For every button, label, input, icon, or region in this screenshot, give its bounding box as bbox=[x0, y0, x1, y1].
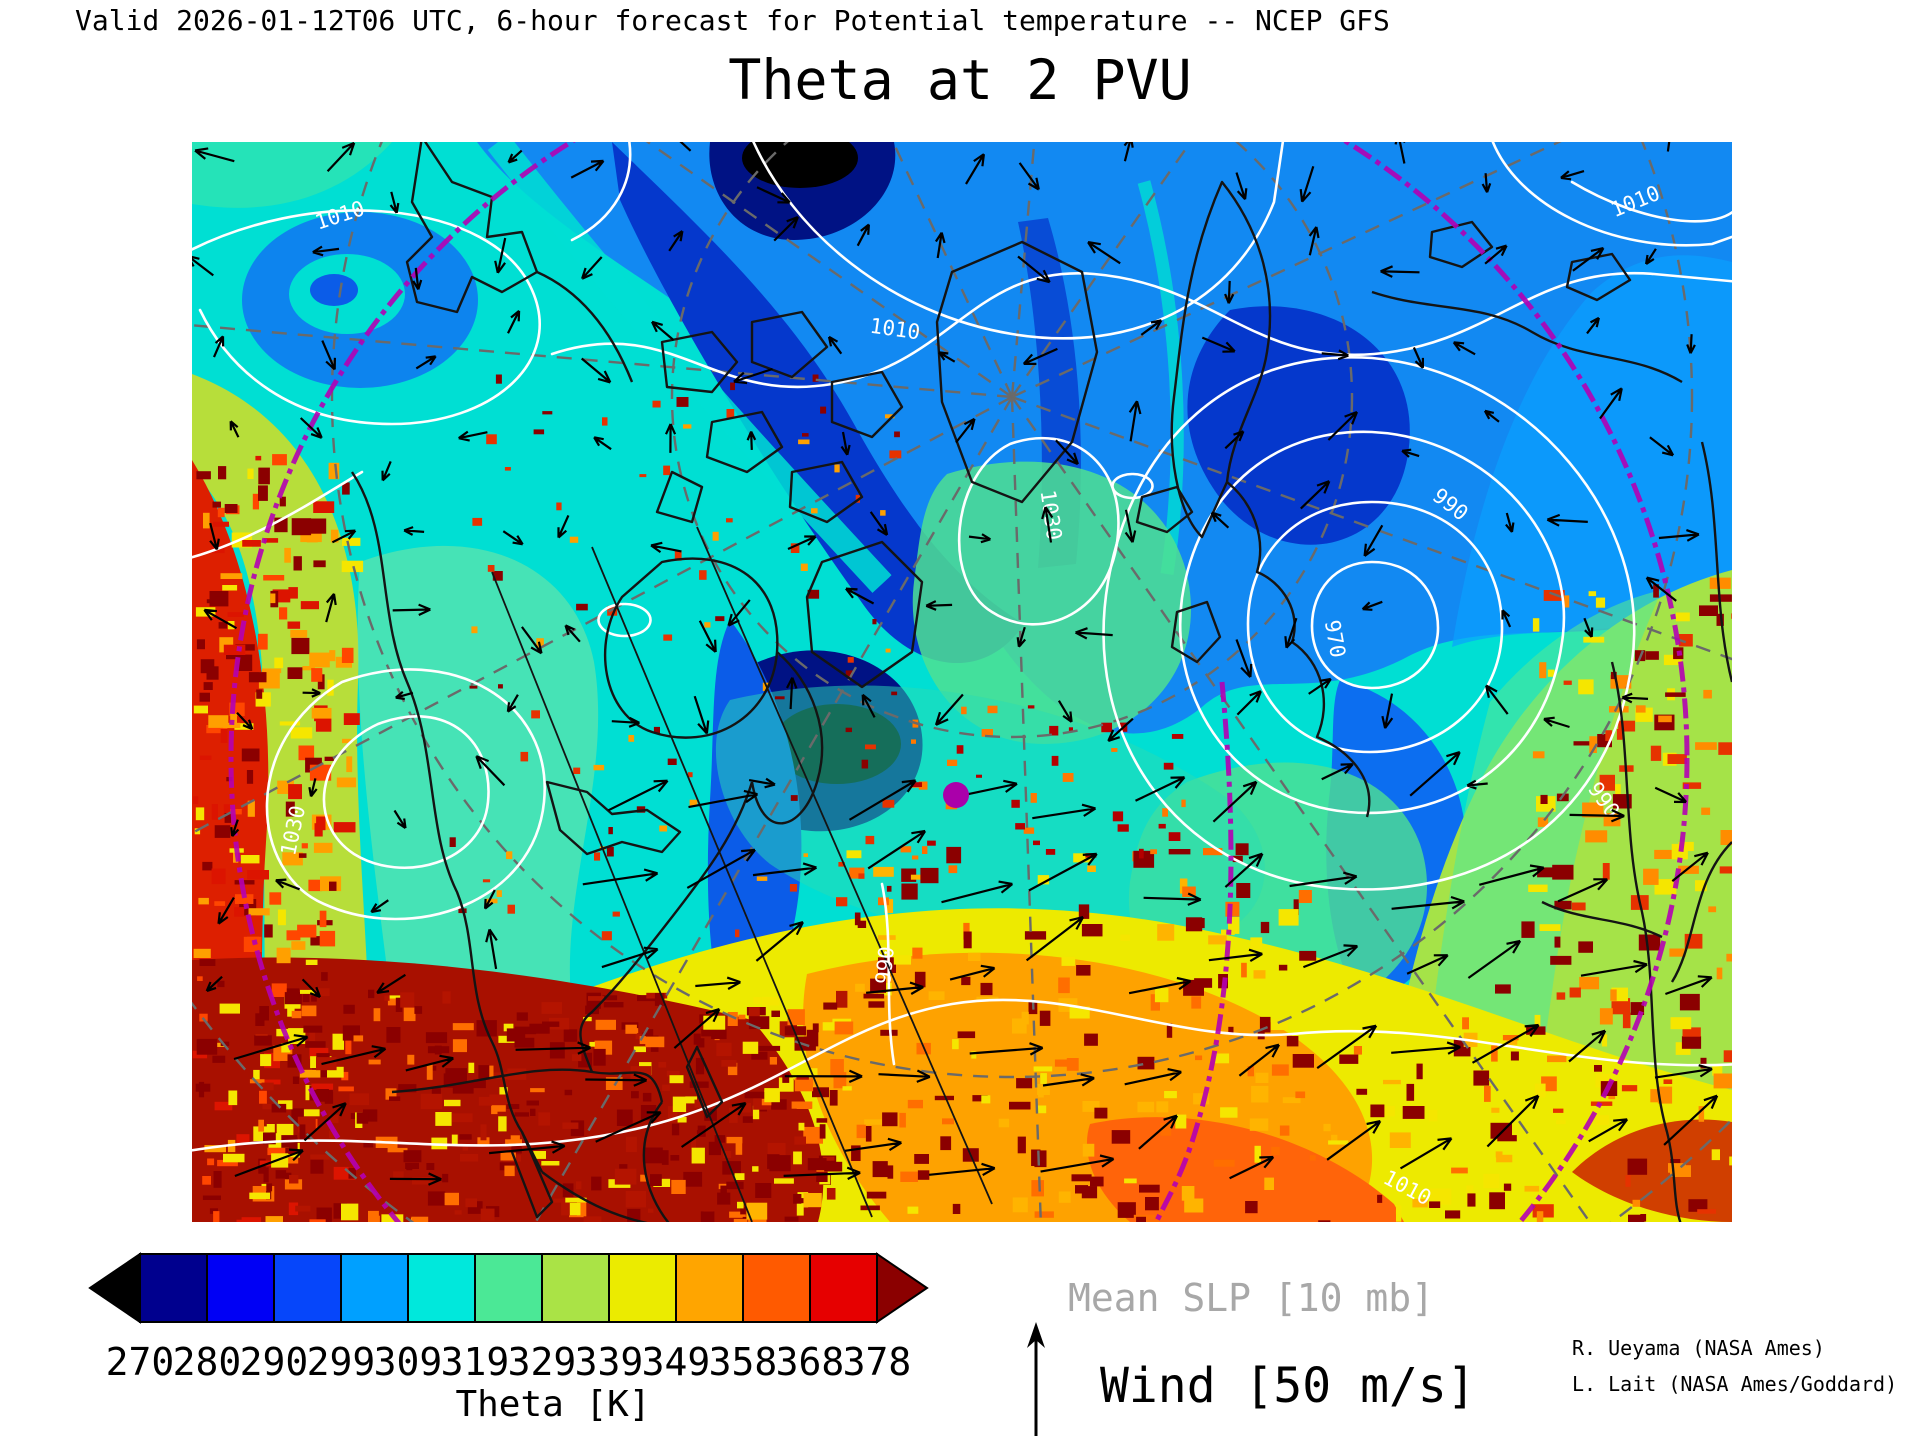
colorbar-tick: 309 bbox=[373, 1340, 443, 1384]
colorbar-tick: 290 bbox=[239, 1340, 309, 1384]
colorbar-tick: 378 bbox=[842, 1340, 912, 1384]
wind-vector-layer bbox=[192, 142, 1719, 1186]
colorbar-tick: 270 bbox=[105, 1340, 175, 1384]
contour-label: 990 bbox=[871, 945, 899, 985]
valid-timestamp: Valid 2026-01-12T06 UTC, 6-hour forecast… bbox=[75, 4, 1390, 37]
credit-line-2: L. Lait (NASA Ames/Goddard) bbox=[1572, 1372, 1898, 1396]
wind-legend-arrow bbox=[1027, 1322, 1045, 1436]
colorbar-tick: 319 bbox=[440, 1340, 510, 1384]
colorbar-title: Theta [K] bbox=[455, 1384, 651, 1425]
terminator-line bbox=[228, 142, 1690, 1222]
colorbar-tick: 368 bbox=[775, 1340, 845, 1384]
colorbar-tick: 349 bbox=[641, 1340, 711, 1384]
colorbar-scale bbox=[88, 1252, 929, 1324]
wind-legend-label: Wind [50 m/s] bbox=[1100, 1358, 1476, 1414]
slp-contours bbox=[192, 142, 1732, 1152]
colorbar-tick: 280 bbox=[172, 1340, 242, 1384]
latlon-graticule bbox=[192, 142, 1732, 1222]
station-marker bbox=[943, 782, 969, 808]
colorbar-tick: 358 bbox=[708, 1340, 778, 1384]
colorbar-ticks: 270 280 290 299 309 319 329 339 349 358 368 378 bbox=[88, 1340, 934, 1384]
credit-line-1: R. Ueyama (NASA Ames) bbox=[1572, 1336, 1825, 1360]
coastlines bbox=[351, 142, 1732, 1222]
page-title: Theta at 2 PVU bbox=[728, 48, 1192, 112]
colorbar-tick: 329 bbox=[507, 1340, 577, 1384]
colorbar bbox=[88, 1250, 934, 1328]
colorbar-tick: 339 bbox=[574, 1340, 644, 1384]
map-frame: 1010 1010 1030 1030 990 970 1010 990 990 1010 bbox=[192, 142, 1732, 1222]
colorbar-tick: 299 bbox=[306, 1340, 376, 1384]
slp-legend-label: Mean SLP [10 mb] bbox=[1068, 1276, 1435, 1320]
theta-field-blobs bbox=[192, 142, 1732, 1222]
